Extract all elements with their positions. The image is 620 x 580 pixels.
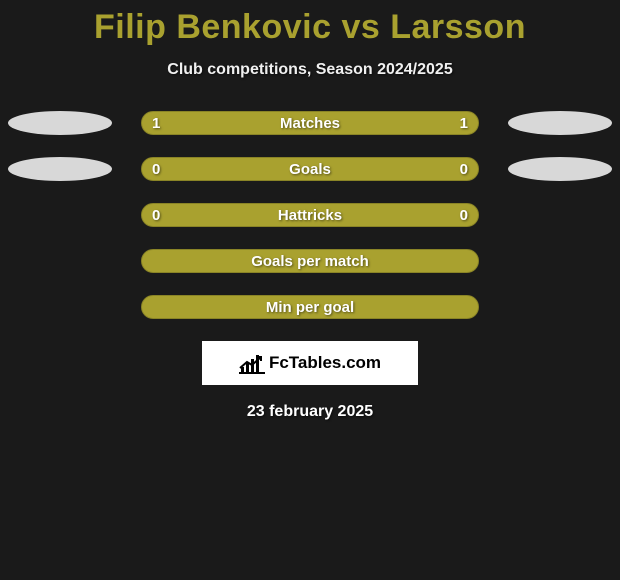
comparison-widget: Filip Benkovic vs Larsson Club competiti… xyxy=(0,0,620,421)
stat-bar: 0 Hattricks 0 xyxy=(141,203,479,227)
right-ellipse xyxy=(508,157,612,181)
stat-row: Goals per match xyxy=(0,249,620,273)
stat-label: Hattricks xyxy=(278,207,342,224)
stat-label: Min per goal xyxy=(266,299,354,316)
logo-text: FcTables.com xyxy=(269,353,381,373)
page-title: Filip Benkovic vs Larsson xyxy=(94,8,526,47)
left-ellipse xyxy=(8,111,112,135)
stat-label: Goals xyxy=(289,161,331,178)
logo-chart-icon xyxy=(239,352,265,374)
stat-value-right: 0 xyxy=(460,161,468,178)
stat-row: 1 Matches 1 xyxy=(0,111,620,135)
stat-value-left: 0 xyxy=(152,161,160,178)
stat-label: Matches xyxy=(280,115,340,132)
right-ellipse xyxy=(508,111,612,135)
logo-box[interactable]: FcTables.com xyxy=(202,341,418,385)
date-label: 23 february 2025 xyxy=(247,403,373,421)
stat-value-right: 1 xyxy=(460,115,468,132)
stat-row: 0 Goals 0 xyxy=(0,157,620,181)
stat-value-right: 0 xyxy=(460,207,468,224)
stat-label: Goals per match xyxy=(251,253,369,270)
subtitle: Club competitions, Season 2024/2025 xyxy=(167,61,452,79)
stat-value-left: 0 xyxy=(152,207,160,224)
stat-bar: Goals per match xyxy=(141,249,479,273)
stat-bar: 1 Matches 1 xyxy=(141,111,479,135)
stat-rows: 1 Matches 1 0 Goals 0 0 Hattricks 0 Goals per mat… xyxy=(0,111,620,319)
left-ellipse xyxy=(8,157,112,181)
stat-row: 0 Hattricks 0 xyxy=(0,203,620,227)
stat-bar: 0 Goals 0 xyxy=(141,157,479,181)
stat-value-left: 1 xyxy=(152,115,160,132)
stat-bar: Min per goal xyxy=(141,295,479,319)
stat-row: Min per goal xyxy=(0,295,620,319)
